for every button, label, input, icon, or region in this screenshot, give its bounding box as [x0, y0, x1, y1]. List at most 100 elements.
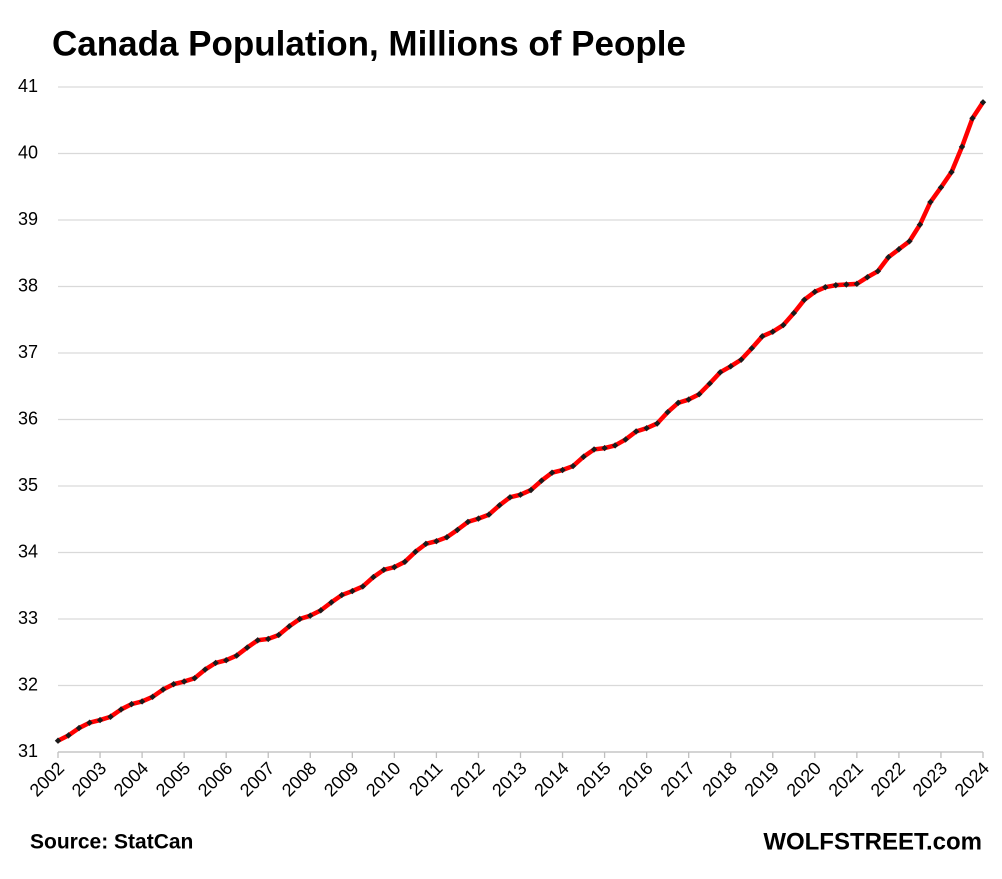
data-point: [801, 296, 808, 303]
data-point: [401, 558, 409, 566]
data-point: [632, 428, 640, 435]
data-point: [328, 599, 335, 606]
data-point: [138, 698, 146, 705]
data-point: [180, 678, 188, 685]
data-point: [159, 686, 167, 693]
y-tick-label: 37: [18, 342, 38, 362]
y-tick-label: 32: [18, 674, 38, 694]
data-point: [391, 563, 398, 571]
data-point: [843, 281, 850, 288]
data-point: [254, 637, 261, 644]
y-tick-label: 36: [18, 408, 38, 428]
data-point: [790, 309, 797, 317]
credit: WOLFSTREET.com: [763, 828, 982, 855]
y-tick-label: 38: [18, 275, 38, 295]
data-point: [475, 515, 482, 522]
data-point: [54, 737, 62, 744]
data-point: [380, 566, 388, 573]
data-point: [937, 184, 945, 191]
data-point: [979, 99, 987, 106]
data-point: [296, 615, 303, 623]
y-tick-label: 35: [18, 475, 38, 495]
source-note: Source: StatCan: [30, 831, 193, 854]
data-point: [653, 420, 661, 427]
data-point: [548, 469, 556, 476]
data-point: [212, 659, 219, 667]
data-point: [286, 623, 293, 630]
data-point: [559, 466, 566, 474]
data-point: [927, 198, 934, 206]
data-point: [338, 591, 346, 599]
data-point: [906, 238, 913, 245]
data-point: [601, 444, 608, 452]
data-point: [117, 706, 125, 713]
data-point: [170, 680, 177, 688]
y-tick-label: 41: [18, 76, 38, 96]
data-point: [853, 280, 861, 288]
data-point: [527, 486, 535, 494]
y-tick-label: 33: [18, 608, 38, 628]
data-point: [65, 732, 72, 739]
data-point: [538, 477, 545, 484]
data-point: [222, 657, 230, 664]
data-point: [433, 537, 440, 545]
data-point: [370, 573, 377, 581]
data-point: [864, 273, 871, 281]
data-point: [454, 526, 461, 534]
data-point: [706, 380, 713, 387]
data-point: [769, 328, 776, 335]
data-point: [969, 115, 976, 122]
data-point: [832, 281, 840, 289]
data-point: [822, 283, 829, 291]
data-point: [275, 631, 282, 639]
data-point: [422, 540, 430, 548]
data-point: [86, 719, 93, 726]
data-point: [359, 583, 367, 590]
data-point: [738, 356, 745, 363]
data-point: [580, 453, 587, 460]
data-point: [685, 396, 692, 403]
data-point: [485, 511, 493, 518]
data-point: [317, 607, 324, 614]
data-point: [885, 254, 892, 261]
y-tick-label: 39: [18, 209, 38, 229]
data-point: [748, 345, 755, 352]
data-point: [664, 408, 671, 416]
data-point: [717, 369, 724, 376]
data-point: [695, 391, 703, 398]
chart-title: Canada Population, Millions of People: [52, 24, 686, 63]
data-point: [265, 635, 272, 643]
data-point: [107, 713, 114, 720]
data-point: [895, 246, 903, 253]
data-point: [958, 143, 966, 151]
y-tick-label: 34: [18, 541, 38, 561]
data-point: [727, 363, 734, 370]
data-point: [233, 652, 240, 659]
y-tick-label: 31: [18, 741, 38, 761]
data-point: [874, 268, 882, 275]
data-point: [307, 612, 314, 619]
data-point: [149, 693, 156, 701]
y-tick-label: 40: [18, 142, 38, 162]
data-point: [496, 502, 503, 509]
data-point: [349, 587, 356, 595]
data-point: [611, 442, 619, 449]
data-point: [517, 491, 524, 498]
data-point: [643, 424, 650, 432]
data-point: [244, 644, 251, 651]
data-point: [811, 288, 819, 296]
data-point: [75, 724, 83, 732]
data-point: [622, 436, 629, 443]
data-point: [948, 168, 955, 176]
data-point: [590, 446, 598, 453]
data-point: [780, 321, 787, 329]
data-point: [506, 494, 514, 501]
data-point: [916, 221, 924, 228]
data-point: [201, 666, 209, 673]
data-point: [412, 548, 419, 556]
data-point: [191, 674, 198, 682]
data-point: [443, 534, 451, 541]
data-point: [464, 518, 472, 526]
